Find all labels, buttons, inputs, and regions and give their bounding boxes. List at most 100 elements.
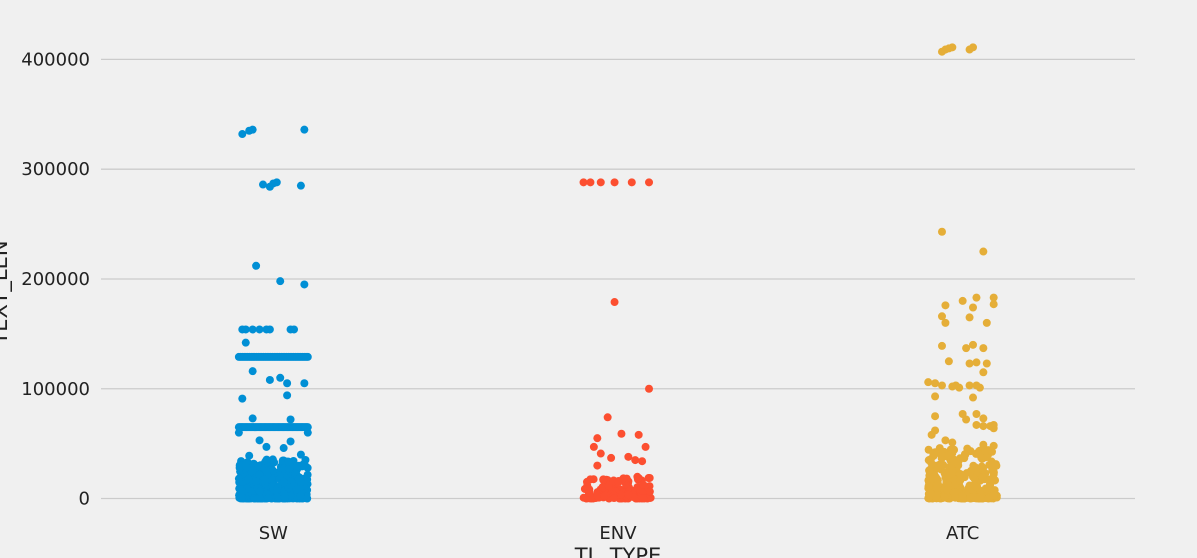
data-point [610, 494, 619, 503]
data-point [989, 441, 998, 450]
data-point [248, 466, 257, 475]
data-point [255, 487, 264, 496]
data-point [950, 488, 959, 497]
x-tick-label: ATC [946, 523, 979, 544]
data-point [617, 429, 626, 438]
data-point [972, 410, 981, 418]
data-point [965, 359, 974, 368]
data-point [241, 338, 250, 347]
data-point [989, 293, 998, 302]
data-point [593, 461, 602, 470]
data-point [926, 489, 935, 498]
data-point [604, 481, 613, 490]
data-point [931, 379, 940, 388]
data-point [234, 428, 243, 437]
data-point [262, 442, 271, 451]
data-point [931, 412, 940, 421]
data-point [969, 393, 978, 402]
data-point [264, 493, 273, 502]
data-point [979, 414, 988, 423]
data-point [943, 470, 952, 479]
data-point [645, 178, 654, 187]
data-point [962, 415, 971, 424]
data-point [937, 227, 946, 236]
data-point [607, 453, 616, 462]
data-point [639, 480, 648, 489]
y-tick-labels: 0 100000 200000 300000 400000 [21, 49, 90, 509]
data-point [639, 494, 648, 503]
data-point [931, 448, 940, 457]
data-point [244, 474, 253, 483]
data-point [958, 296, 967, 305]
data-point [280, 493, 289, 502]
data-point [989, 491, 998, 500]
x-axis-label: TL_TYPE [574, 544, 662, 558]
data-point [972, 483, 981, 492]
data-point [645, 384, 654, 393]
data-point [978, 473, 987, 482]
data-point [944, 451, 953, 460]
data-point [235, 463, 244, 472]
data-point [248, 414, 257, 423]
data-point [990, 461, 999, 470]
data-point [610, 298, 619, 307]
data-point [296, 491, 305, 500]
data-point [927, 430, 936, 439]
data-point [283, 379, 292, 388]
data-point [969, 303, 978, 312]
y-tick-label: 300000 [21, 159, 90, 180]
data-point [956, 469, 965, 478]
data-points [234, 43, 1001, 503]
data-point [270, 458, 279, 467]
data-point [934, 480, 943, 489]
data-point [982, 318, 991, 327]
data-point [937, 381, 946, 390]
data-point [982, 453, 991, 462]
data-point [925, 466, 934, 475]
data-point [262, 467, 271, 476]
y-tick-label: 200000 [21, 269, 90, 290]
data-point [258, 180, 267, 189]
data-point [634, 474, 643, 483]
data-point [933, 464, 942, 473]
data-point [300, 280, 309, 289]
y-tick-label: 0 [79, 489, 90, 510]
data-point [276, 373, 285, 382]
data-point [624, 490, 633, 499]
data-point [940, 493, 949, 502]
data-point [988, 475, 997, 484]
data-point [269, 466, 278, 475]
data-point [972, 293, 981, 302]
data-point [579, 493, 588, 502]
y-axis-label: TEXT_LEN [0, 240, 13, 345]
data-point [981, 484, 990, 493]
data-point [596, 178, 605, 187]
data-point [285, 464, 294, 473]
data-point [972, 358, 981, 367]
data-point [955, 383, 964, 392]
data-point [970, 474, 979, 483]
data-point [238, 130, 247, 139]
data-point [589, 442, 598, 451]
data-point [255, 325, 264, 334]
data-point [248, 125, 257, 134]
data-point [973, 493, 982, 502]
data-point [962, 344, 971, 353]
data-point [969, 340, 978, 349]
data-point [265, 375, 274, 384]
data-point [252, 261, 261, 270]
data-point [586, 178, 595, 187]
data-point [286, 415, 295, 424]
y-tick-label: 100000 [21, 379, 90, 400]
data-point [296, 450, 305, 459]
data-point [261, 456, 270, 465]
data-point [964, 484, 973, 493]
data-point [292, 462, 301, 471]
data-point [593, 434, 602, 443]
data-point [245, 451, 254, 460]
data-point [937, 341, 946, 350]
data-point [276, 277, 285, 286]
data-point [279, 478, 288, 487]
data-point [300, 125, 309, 134]
data-point [238, 394, 247, 403]
